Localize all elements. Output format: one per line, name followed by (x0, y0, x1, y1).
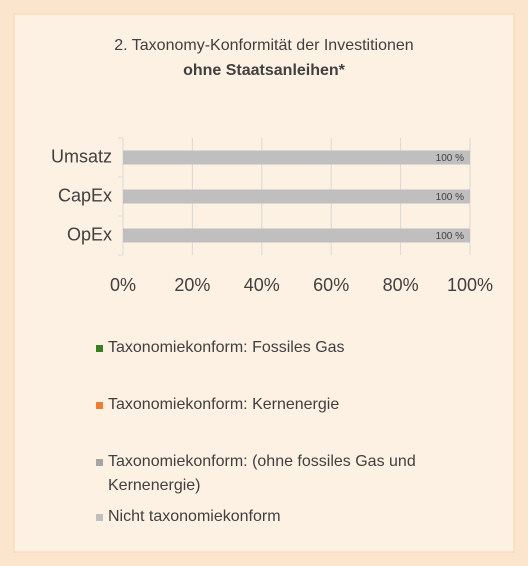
legend-label: Taxonomiekonform: (ohne fossiles Gas und… (108, 453, 416, 494)
legend-label: Nicht taxonomiekonform (108, 508, 281, 525)
x-tick-label: 100% (447, 275, 493, 295)
x-tick-label: 40% (244, 275, 280, 295)
bar-segment (123, 150, 470, 165)
y-tick-label: Umsatz (51, 146, 112, 166)
y-tick-label: OpEx (67, 224, 112, 244)
x-tick-label: 60% (313, 275, 349, 295)
legend-entry: Taxonomiekonform: Fossiles Gas (96, 336, 498, 360)
legend-label: Taxonomiekonform: Fossiles Gas (108, 339, 345, 356)
legend-swatch (96, 402, 103, 409)
legend-label: Taxonomiekonform: Kernenergie (108, 396, 340, 413)
legend-entry: Taxonomiekonform: Kernenergie (96, 393, 498, 417)
bar-segment (123, 189, 470, 204)
bar-segment (123, 228, 470, 243)
x-tick-label: 20% (174, 275, 210, 295)
data-label: 100 % (436, 231, 464, 242)
legend-swatch (96, 345, 103, 352)
y-tick-label: CapEx (58, 185, 112, 205)
x-tick-label: 0% (110, 275, 136, 295)
data-label: 100 % (436, 192, 464, 203)
chart-subtitle: ohne Staatsanleihen* (183, 62, 346, 79)
legend-entry: Nicht taxonomiekonform (96, 505, 498, 529)
data-label: 100 % (436, 153, 464, 164)
legend-swatch (96, 459, 103, 466)
legend-swatch (96, 514, 103, 521)
legend-entry: Taxonomiekonform: (ohne fossiles Gas und… (96, 450, 498, 498)
x-tick-label: 80% (383, 275, 419, 295)
chart-title: 2. Taxonomy-Konformität der Investitione… (114, 37, 413, 54)
